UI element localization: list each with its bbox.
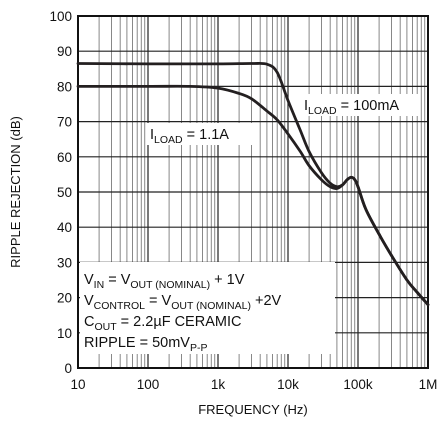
y-tick-label: 100 (49, 9, 72, 24)
x-tick-label: 1M (419, 377, 438, 392)
series-label-100ma: ILOAD = 100mA (304, 98, 399, 117)
y-tick-label: 40 (57, 220, 72, 235)
y-tick-label: 50 (57, 185, 72, 200)
y-tick-label: 0 (64, 361, 72, 376)
curves (76, 61, 430, 307)
series-line-1p1a (76, 84, 430, 307)
condition-cout: COUT = 2.2µF CERAMIC (84, 314, 241, 333)
y-tick-label: 30 (57, 255, 72, 270)
series-label-1p1a: ILOAD = 1.1A (150, 127, 229, 146)
y-tick-label: 90 (57, 44, 72, 59)
y-tick-label: 60 (57, 150, 72, 165)
y-axis-title: RIPPLE REJECTION (dB) (8, 116, 23, 268)
y-tick-label: 70 (57, 115, 72, 130)
condition-ripple: RIPPLE = 50mVP-P (84, 335, 208, 354)
y-tick-label: 20 (57, 291, 72, 306)
plot-frame (77, 15, 429, 369)
x-tick-label: 100 (137, 377, 160, 392)
x-tick-label: 100k (343, 377, 373, 392)
x-tick-label: 10 (70, 377, 85, 392)
x-axis-title: FREQUENCY (Hz) (198, 402, 308, 417)
x-tick-label: 1k (211, 377, 226, 392)
conditions-box (80, 262, 335, 354)
y-tick-label: 10 (57, 326, 72, 341)
condition-vcontrol: VCONTROL = VOUT (NOMINAL) +2V (84, 293, 282, 312)
x-tick-label: 10k (277, 377, 299, 392)
label-bg-100ma (300, 94, 420, 116)
condition-vin: VIN = VOUT (NOMINAL) + 1V (84, 272, 245, 291)
y-tick-label: 80 (57, 79, 72, 94)
label-bg-1p1a (147, 123, 255, 145)
